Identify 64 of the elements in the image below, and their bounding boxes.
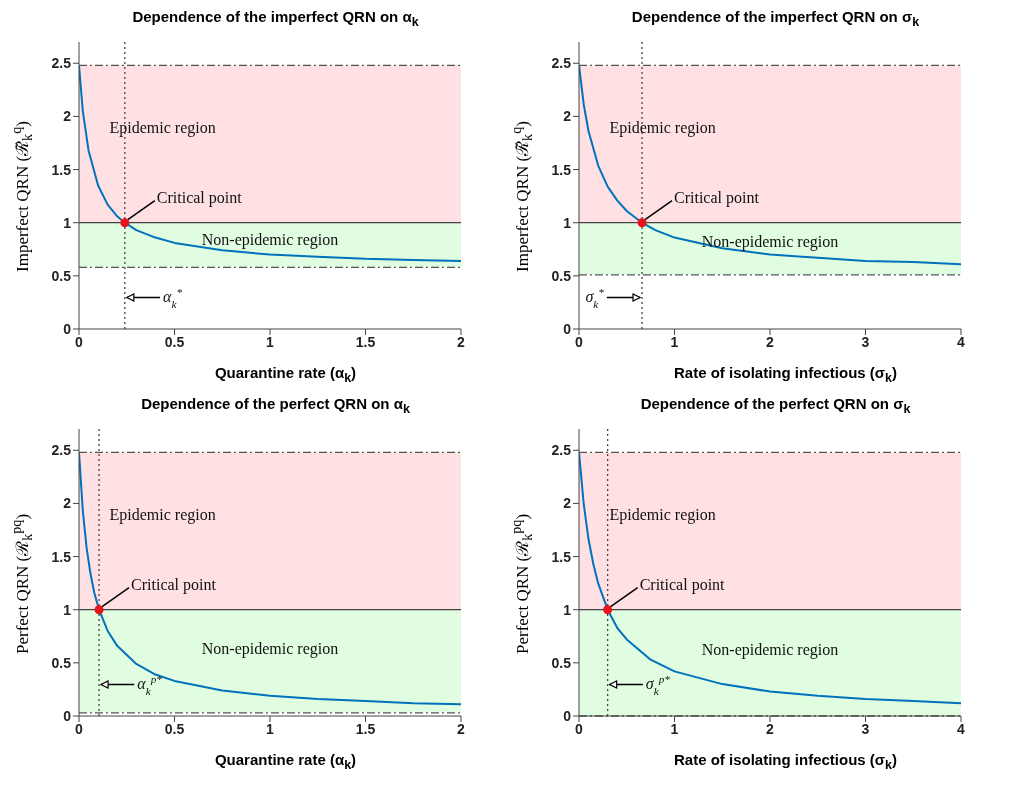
y-tick-label: 1 — [563, 214, 572, 231]
x-tick-label: 3 — [861, 333, 870, 350]
y-tick-label: 0.5 — [51, 654, 72, 671]
y-tick-label: 0.5 — [51, 267, 72, 284]
y-tick-label: 2.5 — [551, 442, 572, 459]
y-tick-label: 2 — [63, 495, 72, 512]
annotation: Epidemic region — [109, 119, 216, 138]
x-tick-label: 1 — [266, 333, 275, 350]
annotation: Critical point — [639, 575, 726, 594]
y-tick-label: 0 — [63, 320, 72, 337]
annotation: Epidemic region — [609, 119, 716, 138]
annotation: Epidemic region — [609, 506, 716, 525]
annotation: Non-epidemic region — [701, 233, 839, 252]
x-axis-title: Quarantine rate (α$_{k}$) — [213, 364, 358, 385]
y-tick-label: 1.5 — [51, 161, 72, 178]
y-tick-label: 1 — [63, 601, 72, 618]
x-tick-label: 1.5 — [355, 720, 376, 737]
y-tick-label: 0.5 — [551, 654, 572, 671]
annotation: Non-epidemic region — [201, 230, 339, 249]
y-tick-label: 1 — [63, 214, 72, 231]
x-tick-label: 0.5 — [164, 333, 185, 350]
x-tick-label: 0.5 — [164, 720, 185, 737]
x-tick-label: 1 — [670, 333, 679, 350]
y-tick-label: 2.5 — [51, 442, 72, 459]
x-tick-label: 0 — [75, 720, 84, 737]
chart-title: Dependence of the imperfect QRN on σ$_{k}$ — [630, 8, 921, 31]
y-tick-label: 1.5 — [551, 161, 572, 178]
annotation: Epidemic region — [109, 506, 216, 525]
annotation: Critical point — [131, 575, 217, 594]
x-tick-label: 4 — [957, 333, 966, 350]
y-tick-label: 1 — [563, 601, 572, 618]
chart-title: Dependence of the perfect QRN on α$_{k}$ — [140, 395, 411, 418]
x-tick-label: 0 — [575, 333, 584, 350]
annotation: Non-epidemic region — [201, 639, 339, 658]
x-tick-label: 2 — [766, 720, 775, 737]
x-tick-label: 1 — [670, 720, 679, 737]
y-tick-label: 2.5 — [551, 55, 572, 72]
y-tick-label: 0 — [563, 707, 572, 724]
y-tick-label: 2 — [563, 495, 572, 512]
annotation: Critical point — [674, 188, 760, 207]
x-tick-label: 3 — [861, 720, 870, 737]
x-tick-label: 0 — [75, 333, 84, 350]
x-axis-title: Rate of isolating infectious (σ$_{k}$) — [672, 364, 899, 385]
x-tick-label: 2 — [457, 333, 466, 350]
chart-title: Dependence of the imperfect QRN on α$_{k}$ — [131, 8, 420, 31]
x-axis-title: Rate of isolating infectious (σ$_{k}$) — [672, 751, 899, 772]
x-tick-label: 1.5 — [355, 333, 376, 350]
annotation: Critical point — [156, 188, 243, 207]
y-tick-label: 1.5 — [51, 548, 72, 565]
chart-title: Dependence of the perfect QRN on σ$_{k}$ — [639, 395, 912, 418]
x-tick-label: 1 — [266, 720, 275, 737]
x-axis-title: Quarantine rate (α$_{k}$) — [213, 751, 358, 772]
y-tick-label: 2.5 — [51, 55, 72, 72]
y-tick-label: 2 — [63, 108, 72, 125]
y-tick-label: 0.5 — [551, 267, 572, 284]
annotation: Non-epidemic region — [701, 641, 839, 660]
y-tick-label: 0 — [63, 707, 72, 724]
x-tick-label: 4 — [957, 720, 966, 737]
y-tick-label: 2 — [563, 108, 572, 125]
x-tick-label: 2 — [457, 720, 466, 737]
x-tick-label: 0 — [575, 720, 584, 737]
x-tick-label: 2 — [766, 333, 775, 350]
y-tick-label: 0 — [563, 320, 572, 337]
y-tick-label: 1.5 — [551, 548, 572, 565]
